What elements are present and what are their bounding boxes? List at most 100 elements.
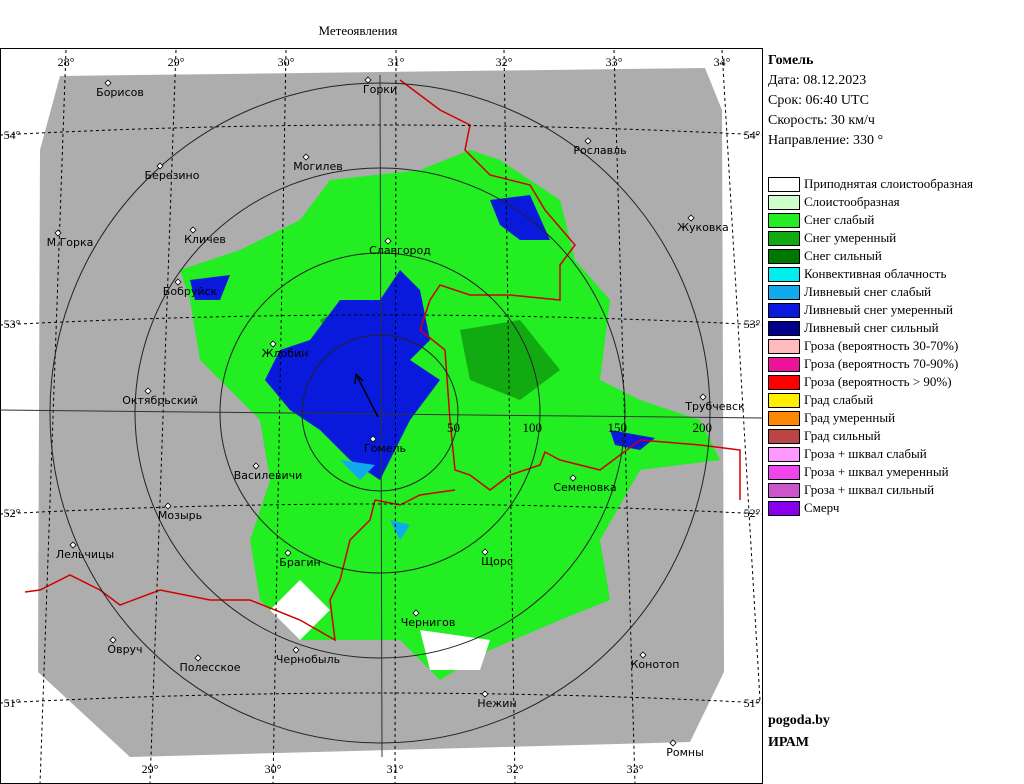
legend-swatch xyxy=(768,483,800,498)
legend-label: Конвективная облачность xyxy=(804,266,946,281)
city-label: Горки xyxy=(363,83,397,96)
range-ring xyxy=(219,252,541,574)
range-label: 150 xyxy=(608,420,628,435)
city-marker xyxy=(174,278,182,286)
legend-label: Ливневый снег умеренный xyxy=(804,302,953,317)
range-ring xyxy=(49,82,711,744)
direction: Направление: 330 ° xyxy=(768,133,883,148)
city-marker xyxy=(569,474,577,482)
city-label: Октябрьский xyxy=(122,394,198,407)
city-marker xyxy=(384,237,392,245)
city-label: Гомель xyxy=(364,442,406,455)
legend-swatch xyxy=(768,411,800,426)
legend-swatch xyxy=(768,213,800,228)
lon-label: 31° xyxy=(388,55,405,69)
lat-label: 51° xyxy=(744,696,761,710)
lon-label: 30° xyxy=(265,762,282,776)
city-label: Лельчицы xyxy=(56,548,114,561)
city-marker xyxy=(292,646,300,654)
legend-swatch xyxy=(768,393,800,408)
range-rings xyxy=(49,82,711,744)
city-marker xyxy=(481,548,489,556)
legend-label: Гроза (вероятность 30-70%) xyxy=(804,338,958,353)
range-ring xyxy=(301,334,459,492)
range-label: 100 xyxy=(523,420,543,435)
city-label: Борисов xyxy=(96,86,144,99)
city-marker xyxy=(369,435,377,443)
legend-swatch xyxy=(768,303,800,318)
legend-swatch xyxy=(768,447,800,462)
speed: Скорость: 30 км/ч xyxy=(768,113,875,128)
legend-label: Снег слабый xyxy=(804,212,874,227)
city-marker xyxy=(109,636,117,644)
legend-swatch xyxy=(768,501,800,516)
city-marker xyxy=(194,654,202,662)
lat-label: 52° xyxy=(744,506,761,520)
lon-label: 33° xyxy=(627,762,644,776)
city-marker xyxy=(412,609,420,617)
city-label: Василевичи xyxy=(234,469,303,482)
city-label: Бобруйск xyxy=(163,285,218,298)
city-marker xyxy=(189,226,197,234)
city-label: Щорс xyxy=(481,555,513,568)
city-marker xyxy=(481,690,489,698)
legend-label: Ливневый снег сильный xyxy=(804,320,939,335)
legend-swatch xyxy=(768,267,800,282)
city-marker xyxy=(302,153,310,161)
legend-label: Гроза + шквал слабый xyxy=(804,446,927,461)
legend-swatch xyxy=(768,285,800,300)
city-label: Овруч xyxy=(107,643,142,656)
lon-label: 32° xyxy=(507,762,524,776)
city-marker xyxy=(699,393,707,401)
lon-label: 29° xyxy=(168,55,185,69)
station: Гомель xyxy=(768,53,814,68)
legend-swatch xyxy=(768,339,800,354)
city-label: Жлобин xyxy=(262,347,309,360)
lat-label: 53° xyxy=(4,317,21,331)
lon-label: 30° xyxy=(278,55,295,69)
lat-label: 53° xyxy=(744,317,761,331)
legend-label: Град сильный xyxy=(804,428,881,443)
range-label: 200 xyxy=(693,420,713,435)
legend-label: Приподнятая слоистообразная xyxy=(804,176,973,191)
city-marker xyxy=(687,214,695,222)
city-marker xyxy=(156,162,164,170)
legend-swatch xyxy=(768,357,800,372)
city-label: Брагин xyxy=(279,556,320,569)
city-label: Полесское xyxy=(179,661,240,674)
legend-label: Гроза (вероятность 70-90%) xyxy=(804,356,958,371)
lon-label: 28° xyxy=(58,55,75,69)
lon-label: 33° xyxy=(606,55,623,69)
legend-swatch xyxy=(768,429,800,444)
city-label: Чернигов xyxy=(401,616,456,629)
site: pogoda.by xyxy=(768,713,830,728)
legend-swatch xyxy=(768,231,800,246)
city-label: Чернобыль xyxy=(276,653,340,666)
legend-swatch xyxy=(768,195,800,210)
city-label: Рославль xyxy=(573,144,626,157)
city-marker xyxy=(104,79,112,87)
city-marker xyxy=(252,462,260,470)
city-marker xyxy=(54,229,62,237)
wind-arrow xyxy=(355,373,379,418)
city-label: Конотоп xyxy=(631,658,680,671)
lat-label: 54° xyxy=(744,128,761,142)
org: ИРАМ xyxy=(768,735,809,750)
city-marker xyxy=(284,549,292,557)
lat-label: 51° xyxy=(4,696,21,710)
legend-label: Слоистообразная xyxy=(804,194,900,209)
city-label: Нежин xyxy=(477,697,516,710)
lon-label: 32° xyxy=(496,55,513,69)
legend-label: Гроза (вероятность > 90%) xyxy=(804,374,952,389)
legend-label: Гроза + шквал умеренный xyxy=(804,464,949,479)
legend-swatch xyxy=(768,321,800,336)
legend-label: Ливневый снег слабый xyxy=(804,284,931,299)
city-marker xyxy=(69,541,77,549)
lon-label: 29° xyxy=(142,762,159,776)
city-marker xyxy=(669,739,677,747)
city-marker xyxy=(639,651,647,659)
legend-swatch xyxy=(768,249,800,264)
city-label: Жуковка xyxy=(677,221,729,234)
legend-swatch xyxy=(768,465,800,480)
